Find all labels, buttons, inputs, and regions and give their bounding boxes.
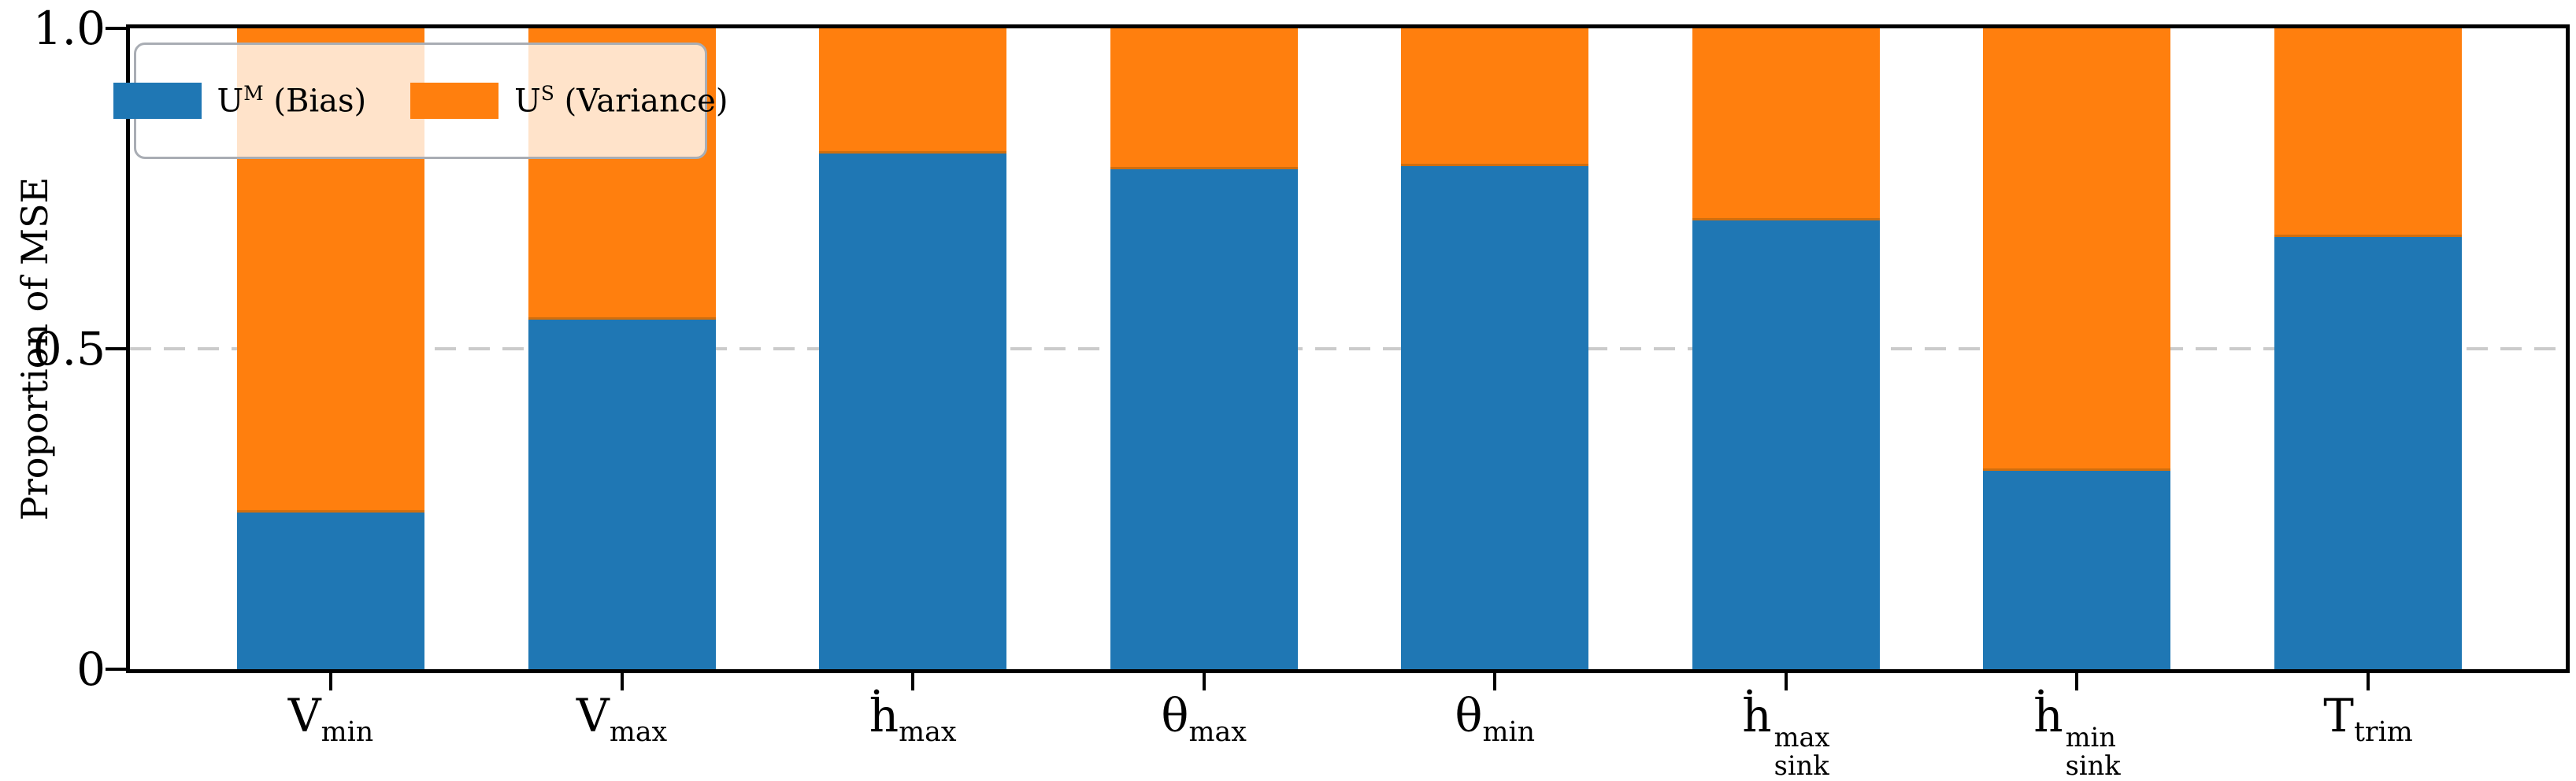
bar-theta_min [1401,28,1589,669]
x-tick-label-hdot_sink^min: ḣ min sink [2033,689,2121,781]
x-tick-theta_min [1493,673,1497,690]
bar-hdot_sink^min [1983,28,2171,669]
bar-theta_max [1110,28,1298,669]
x-tick-label-V_min: Vmin [287,689,374,749]
bar-segment-um-theta_min [1401,166,1589,669]
bar-segment-us-T_trim [2274,28,2462,237]
bar-segment-um-hdot_sink^max [1692,220,1880,669]
x-tick-hdot_sink^max [1784,673,1788,690]
bar-T_trim [2274,28,2462,669]
legend-swatch-us-variance [410,82,499,119]
y-tick-0.5 [106,347,126,350]
x-tick-label-V_max: Vmax [576,689,668,749]
y-tick-0 [106,668,126,671]
x-tick-hdot_max [911,673,915,690]
y-tick-1.0 [106,27,126,30]
bar-hdot_max [819,28,1007,669]
legend-label-us-variance: US (Variance) [514,82,728,120]
y-tick-label-0.5: 0.5 [32,322,106,376]
bar-segment-um-hdot_max [819,153,1007,669]
bar-segment-um-T_trim [2274,236,2462,669]
bar-segment-us-hdot_max [819,28,1007,154]
y-tick-label-0: 0 [76,642,106,696]
x-tick-hdot_sink^min [2075,673,2079,690]
x-tick-label-theta_min: θmin [1455,689,1535,749]
legend-item-um-bias: UM (Bias) [113,82,367,120]
y-tick-label-1.0: 1.0 [32,2,106,55]
bar-segment-um-V_min [237,512,424,669]
bar-segment-um-theta_max [1110,169,1298,669]
legend-item-us-variance: US (Variance) [410,82,728,120]
x-tick-V_min [329,673,332,690]
figure: Proportion of MSE 0 0.5 1.0 Vmin Vmax ḣmax θm… [13,2,2570,780]
x-tick-T_trim [2366,673,2370,690]
bar-segment-um-hdot_sink^min [1983,470,2171,669]
bar-segment-us-hdot_sink^min [1983,28,2171,471]
legend: UM (Bias) US (Variance) [113,43,728,159]
bar-segment-us-theta_min [1401,28,1589,166]
bar-hdot_sink^max [1692,28,1880,669]
bar-segment-um-V_max [528,320,716,669]
legend-swatch-um-bias [113,82,202,119]
x-tick-label-theta_max: θmax [1161,689,1247,749]
x-tick-V_max [620,673,624,690]
legend-label-um-bias: UM (Bias) [217,82,367,120]
x-tick-label-hdot_sink^max: ḣ max sink [1742,689,1830,781]
x-tick-theta_max [1202,673,1206,690]
bar-segment-us-theta_max [1110,28,1298,170]
x-tick-label-hdot_max: ḣmax [869,689,957,749]
bar-segment-us-hdot_sink^max [1692,28,1880,221]
x-tick-label-T_trim: Ttrim [2323,689,2413,749]
gridline-0p5 [130,347,2566,350]
